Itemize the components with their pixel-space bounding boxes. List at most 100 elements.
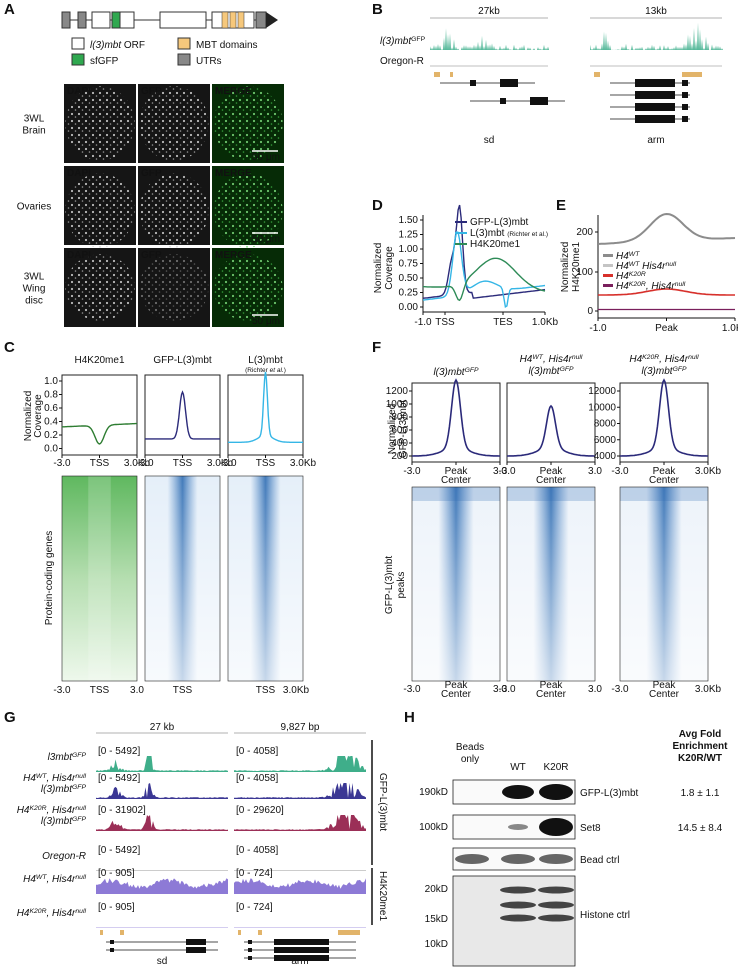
text-run: l(3)mbt [41,816,73,827]
plot-frame [619,382,709,463]
text-run: (Richter [245,367,270,374]
plot-title: GFP-L(3)mbt [153,355,212,366]
span-label: 27kb [478,6,500,17]
peak-call [258,930,262,935]
y-tick-label: 0.4 [44,417,58,428]
track-range: [0 - 5492] [98,845,140,856]
heatmap-top [412,487,500,501]
x-tick-label: 3.0 [493,684,507,695]
x-tick-label: TSS [256,458,276,469]
y-tick-label: 0.00 [399,302,419,313]
x-tick-label: Center [536,689,567,700]
text-run: , His4r [659,354,689,365]
y-tick-label: 1000 [386,399,409,410]
x-tick-label: TSS [256,685,276,696]
tissue [139,173,209,248]
coverage-track [234,815,366,831]
exon [111,11,121,29]
text-run: l3mbt [48,752,74,763]
y-tick-label: 800 [391,412,408,423]
row-label: Wing [23,284,46,295]
track-range: [0 - 5492] [98,773,140,784]
y-tick-label: 1.25 [399,230,419,241]
blot-row-label: Bead ctrl [580,855,619,866]
blot-band [501,854,535,864]
size-marker: 100kD [419,822,448,833]
track-label: H4K20R, His4rnull [17,908,87,920]
panel-label: F [372,339,381,356]
coverage-track [96,870,228,871]
track-label: l(3)mbtGFP [380,36,426,48]
x-tick-label: -3.0 [53,685,71,696]
heatmap-band [88,476,111,681]
panel-label: A [4,1,15,18]
y-tick-label: 200 [391,451,408,462]
text-run: K20R [629,281,646,288]
plot-title: L(3)mbt [248,355,283,366]
row-label: 3WL [24,272,45,283]
size-marker: 15kD [425,914,448,925]
channel-label: GFP [141,86,162,97]
x-tick-label: Peak [445,680,469,691]
y-tick-label: 400 [391,438,408,449]
legend-label: H4WT [616,251,640,263]
y-tick-label: 1200 [386,386,409,397]
axis-title: H4K20me1 [571,242,582,292]
x-tick-label: -3.0 [611,684,629,695]
x-tick-label: Center [536,475,567,486]
gene-exon [500,98,506,104]
blot-band [539,854,573,864]
mbt-domain [221,11,229,29]
blot-row-label: Histone ctrl [580,910,630,921]
text-run: His4r [639,261,666,272]
gene-exon [186,947,206,953]
coverage-track [234,878,366,894]
panel-label: H [404,709,415,726]
plot-title: H4K20me1 [74,355,124,366]
blot-band [539,818,573,836]
plot-title: H4WT, His4rnull [520,354,583,366]
y-tick-label: 0 [587,306,593,317]
text-run: WT [629,261,640,268]
coverage-track [96,878,228,894]
text-run: H4 [520,354,533,365]
column-header: Avg Fold [679,729,721,740]
text-run: H4 [616,281,629,292]
profile-curve [507,404,595,457]
x-tick-label: 1.0Kb [532,317,559,328]
blot-band [538,886,574,894]
coverage-track [96,815,228,831]
text-run: H4 [17,805,30,816]
legend-label: H4K20R [616,271,646,283]
axis-title: Normalized [387,404,398,455]
panel-label: C [4,339,15,356]
axis-title: GFP-L(3)mbt [384,556,395,615]
x-tick-label: -1.0 [414,317,432,328]
legend-label: UTRs [196,56,222,67]
gene-exon [500,79,518,87]
x-tick-label: Center [441,475,472,486]
text-run: H4 [616,261,629,272]
text-run: K20R [629,271,646,278]
text-run: l(3)mbt [380,36,412,47]
legend-swatch [71,53,85,66]
scale-label: 50 μm [252,152,280,163]
gene-exon [635,115,675,123]
peak-call [434,72,440,77]
heatmap-fade [228,476,303,681]
channel-label: DAPI [67,250,91,261]
row-label: Brain [22,126,45,137]
scale-label: 50 μm [252,234,280,245]
text-run: l(3)mbt [528,366,560,377]
heatmap-frame [411,486,501,682]
channel-label: GFP [141,168,162,179]
size-marker: 10kD [425,939,448,950]
x-tick-label: TSS [90,458,110,469]
text-run: , His4r [543,354,573,365]
y-tick-label: 200 [576,227,593,238]
peak-call [120,930,124,935]
gene-exon [635,91,675,99]
x-tick-label: 3.0Kb [290,458,317,469]
x-tick-label: -3.0 [219,458,237,469]
text-run: GFP [72,784,86,791]
